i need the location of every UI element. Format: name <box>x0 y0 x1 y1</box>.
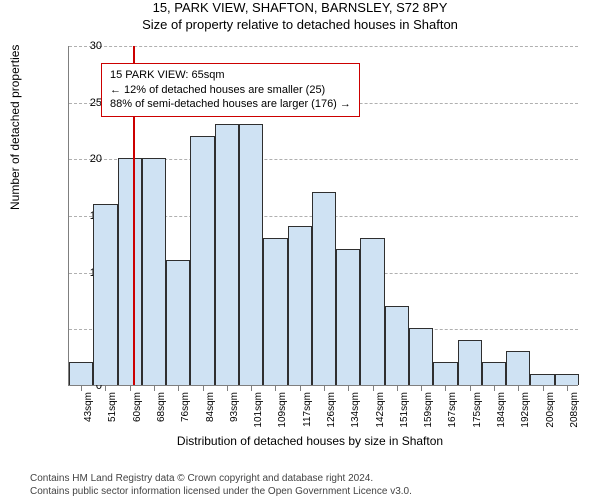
gridline <box>69 46 578 47</box>
bar <box>93 204 117 385</box>
ytick-label: 25 <box>74 97 102 109</box>
xtick-mark <box>518 386 519 391</box>
ytick-label: 20 <box>74 153 102 165</box>
xtick-mark <box>154 386 155 391</box>
bar <box>190 136 214 385</box>
xtick-label: 192sqm <box>520 392 531 432</box>
xtick-mark <box>227 386 228 391</box>
footer-attribution: Contains HM Land Registry data © Crown c… <box>30 472 412 498</box>
xtick-label: 76sqm <box>180 392 191 432</box>
xtick-mark <box>275 386 276 391</box>
xtick-mark <box>397 386 398 391</box>
footer-line-2: Contains public sector information licen… <box>30 485 412 498</box>
bar <box>239 124 263 385</box>
bar <box>555 374 579 385</box>
xtick-label: 175sqm <box>472 392 483 432</box>
xtick-mark <box>324 386 325 391</box>
xtick-mark <box>300 386 301 391</box>
annotation-line-1: 15 PARK VIEW: 65sqm <box>110 68 351 83</box>
xtick-label: 167sqm <box>447 392 458 432</box>
bar <box>166 260 190 385</box>
xtick-mark <box>348 386 349 391</box>
x-axis-label: Distribution of detached houses by size … <box>30 434 590 448</box>
xtick-mark <box>421 386 422 391</box>
xtick-mark <box>494 386 495 391</box>
xtick-mark <box>105 386 106 391</box>
bar <box>69 362 93 385</box>
xtick-label: 134sqm <box>350 392 361 432</box>
xtick-label: 51sqm <box>107 392 118 432</box>
bar <box>385 306 409 385</box>
xtick-mark <box>470 386 471 391</box>
chart-subtitle: Size of property relative to detached ho… <box>0 17 600 32</box>
xtick-label: 109sqm <box>277 392 288 432</box>
xtick-label: 184sqm <box>496 392 507 432</box>
bar <box>482 362 506 385</box>
xtick-label: 93sqm <box>229 392 240 432</box>
bar <box>458 340 482 385</box>
address-title: 15, PARK VIEW, SHAFTON, BARNSLEY, S72 8P… <box>0 0 600 15</box>
bar <box>142 158 166 385</box>
bar <box>409 328 433 385</box>
y-axis-label: Number of detached properties <box>8 45 22 210</box>
xtick-label: 126sqm <box>326 392 337 432</box>
bar <box>215 124 239 385</box>
bar <box>360 238 384 385</box>
xtick-label: 68sqm <box>156 392 167 432</box>
ytick-label: 30 <box>74 40 102 52</box>
bar <box>118 158 142 385</box>
bar <box>506 351 530 385</box>
xtick-label: 117sqm <box>302 392 313 432</box>
annotation-line-3: 88% of semi-detached houses are larger (… <box>110 97 351 112</box>
xtick-label: 159sqm <box>423 392 434 432</box>
xtick-mark <box>373 386 374 391</box>
xtick-label: 101sqm <box>253 392 264 432</box>
bar <box>336 249 360 385</box>
xtick-label: 142sqm <box>375 392 386 432</box>
xtick-label: 43sqm <box>83 392 94 432</box>
bar <box>263 238 287 385</box>
bar <box>312 192 336 385</box>
footer-line-1: Contains HM Land Registry data © Crown c… <box>30 472 412 485</box>
xtick-label: 151sqm <box>399 392 410 432</box>
xtick-label: 208sqm <box>569 392 580 432</box>
xtick-mark <box>251 386 252 391</box>
xtick-mark <box>130 386 131 391</box>
bar <box>433 362 457 385</box>
bar <box>530 374 554 385</box>
xtick-mark <box>203 386 204 391</box>
xtick-mark <box>543 386 544 391</box>
xtick-mark <box>567 386 568 391</box>
plot-area: 05101520253043sqm51sqm60sqm68sqm76sqm84s… <box>68 46 578 386</box>
xtick-label: 84sqm <box>205 392 216 432</box>
annotation-line-2: ← 12% of detached houses are smaller (25… <box>110 83 351 98</box>
xtick-mark <box>178 386 179 391</box>
annotation-box: 15 PARK VIEW: 65sqm ← 12% of detached ho… <box>101 63 360 118</box>
xtick-mark <box>81 386 82 391</box>
bar <box>288 226 312 385</box>
xtick-label: 60sqm <box>132 392 143 432</box>
xtick-mark <box>445 386 446 391</box>
xtick-label: 200sqm <box>545 392 556 432</box>
chart-container: Number of detached properties 0510152025… <box>30 40 590 440</box>
